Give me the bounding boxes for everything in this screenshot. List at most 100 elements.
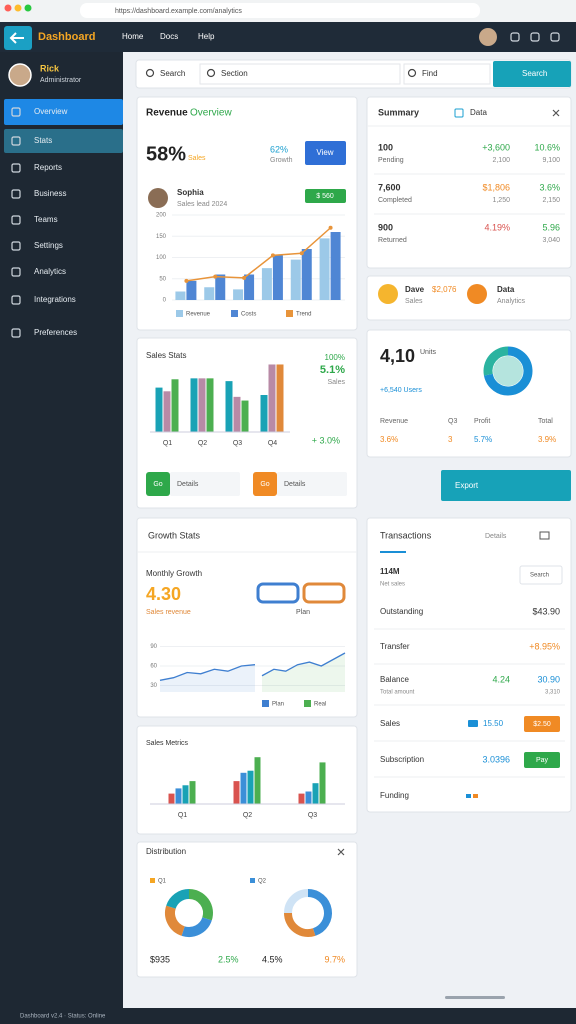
header-icon[interactable] [530, 32, 540, 42]
export-button[interactable] [441, 470, 571, 501]
chip-name: Data [497, 285, 515, 294]
menu-item[interactable]: Stats [34, 136, 52, 145]
change: + 3.0% [312, 435, 340, 445]
bar [189, 781, 196, 804]
card [136, 841, 358, 978]
url-box[interactable] [80, 3, 480, 18]
view-button-label[interactable]: View [316, 148, 333, 157]
go-button[interactable] [146, 472, 170, 496]
menu-item[interactable]: Teams [34, 215, 58, 224]
user-role: Administrator [40, 77, 82, 84]
search-button-label[interactable]: Search [522, 69, 547, 78]
nav-link[interactable]: Help [198, 32, 215, 41]
button-box[interactable] [170, 472, 240, 496]
y-tick-label: 60 [150, 664, 157, 670]
menu-item[interactable]: Reports [34, 163, 62, 172]
legend-label: Costs [241, 312, 256, 318]
nav-link[interactable]: Docs [160, 32, 178, 41]
search-field[interactable]: Section [221, 69, 248, 78]
menu-item[interactable]: Preferences [34, 328, 77, 337]
close-button[interactable] [552, 109, 560, 117]
line-dot [328, 225, 333, 230]
close-button[interactable] [337, 848, 345, 856]
row-value: 100 [378, 142, 393, 152]
legend-label: Real [314, 702, 326, 708]
search-icon [206, 68, 216, 78]
y-tick-label: 50 [159, 276, 166, 282]
bar [198, 378, 206, 432]
bar [182, 785, 189, 804]
card-title: Growth Stats [148, 530, 201, 540]
row-change: $1,806 [482, 182, 510, 192]
search-field[interactable]: Find [422, 69, 438, 78]
menu-icon[interactable] [539, 531, 550, 540]
action-button[interactable] [524, 716, 560, 732]
line [261, 652, 346, 677]
action-label[interactable]: Pay [536, 757, 549, 764]
window-dot [24, 4, 32, 12]
line-dot [242, 275, 247, 280]
bar [155, 387, 163, 432]
bar [268, 364, 276, 432]
button-label[interactable]: Details [177, 481, 199, 488]
footer-bar [0, 1008, 576, 1024]
legend-swatch [250, 878, 255, 883]
nav-link[interactable]: Home [122, 32, 144, 41]
search-box[interactable] [403, 63, 491, 85]
search-icon [145, 68, 155, 78]
row-label: Returned [378, 237, 407, 244]
x-tick-label: Q3 [233, 440, 242, 447]
subtitle: Monthly Growth [146, 569, 202, 578]
search-box[interactable] [519, 565, 563, 585]
donut-hole [493, 356, 523, 386]
search-button[interactable] [493, 61, 571, 87]
card-title: Sales Metrics [146, 740, 189, 747]
big-label: Units [420, 349, 436, 356]
bar [330, 232, 341, 300]
bar [215, 274, 226, 300]
menu-item[interactable]: Integrations [34, 295, 76, 304]
header-avatar [479, 28, 497, 46]
menu-item[interactable]: Analytics [34, 267, 66, 276]
view-button[interactable] [305, 141, 346, 165]
tab[interactable]: Data [470, 108, 487, 117]
action-button[interactable] [524, 752, 560, 768]
bar [225, 381, 233, 432]
url: https://dashboard.example.com/analytics [115, 8, 242, 15]
card-title: Sales Stats [146, 351, 186, 360]
logo: Dashboard [38, 31, 95, 43]
big-number: 58% [146, 143, 186, 165]
bar [204, 287, 215, 300]
export-label[interactable]: Export [455, 481, 479, 490]
chip-sub: Sales [405, 298, 423, 305]
value: 2.5% [218, 954, 239, 964]
tab[interactable]: Details [485, 533, 507, 540]
menu-item[interactable]: Overview [34, 107, 68, 116]
go-button[interactable] [253, 472, 277, 496]
chip-avatar [378, 284, 398, 304]
row-change-sub: 1,250 [492, 197, 510, 204]
scrollbar [445, 996, 505, 999]
tab-underline [380, 551, 406, 553]
stat-label: Profit [474, 418, 490, 425]
menu-item[interactable]: Settings [34, 241, 63, 250]
go-label[interactable]: Go [153, 481, 162, 488]
card-title: Distribution [146, 847, 186, 856]
header-icon[interactable] [510, 32, 520, 42]
back-arrow [9, 32, 24, 44]
area [160, 664, 255, 692]
button-box[interactable] [277, 472, 347, 496]
go-label[interactable]: Go [260, 481, 269, 488]
menu-item[interactable]: Business [34, 189, 66, 198]
row-change: +3,600 [482, 142, 510, 152]
row-icon [468, 720, 478, 727]
search-box[interactable] [199, 63, 401, 85]
bar [168, 793, 175, 804]
search-field[interactable]: Search [160, 69, 185, 78]
value: 4.5% [262, 954, 283, 964]
button-label[interactable]: Details [284, 481, 306, 488]
search-label[interactable]: Search [530, 573, 549, 579]
header-icon[interactable] [550, 32, 560, 42]
action-label[interactable]: $2.50 [533, 721, 551, 728]
stat: 100% [325, 353, 345, 362]
